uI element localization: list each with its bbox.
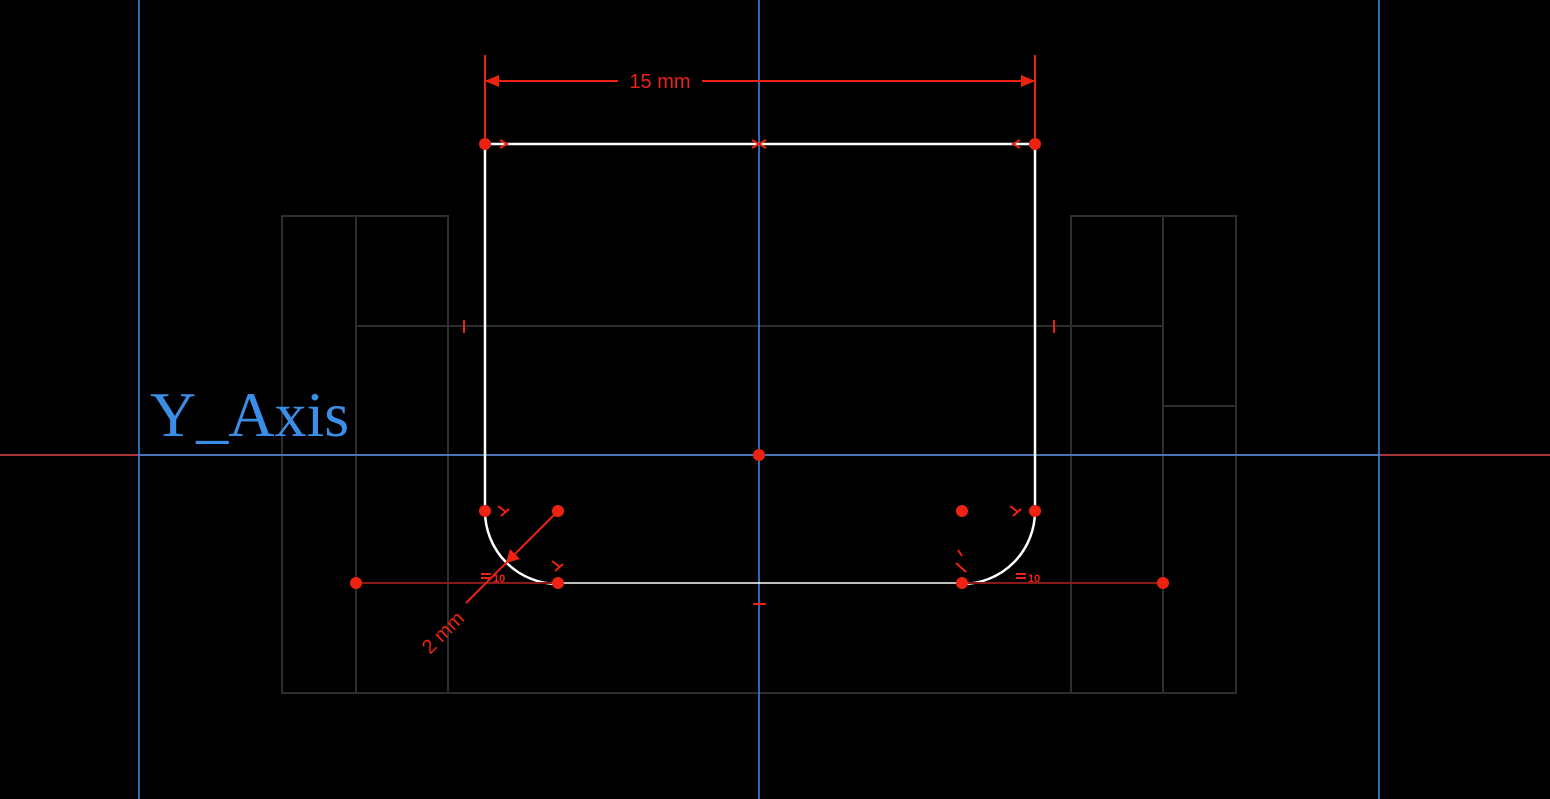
- tangent-constraint-icon: [955, 549, 967, 573]
- vertex-bottom-left[interactable]: [552, 577, 564, 589]
- tangent-constraint-icon: [497, 505, 510, 517]
- construction-point-left[interactable]: [350, 577, 362, 589]
- radius-dimension-label[interactable]: 2 mm: [418, 608, 469, 659]
- arrow-left-icon: [485, 75, 499, 87]
- equal-constraint-icon: [1016, 573, 1026, 579]
- fillet-center-left[interactable]: [552, 505, 564, 517]
- horizontal-constraint-icon: [499, 139, 510, 149]
- construction-point-right[interactable]: [1157, 577, 1169, 589]
- horizontal-constraint-icon: [1010, 139, 1021, 149]
- equal-constraint-label-right: 10: [1028, 573, 1040, 585]
- sketch-profile[interactable]: [483, 142, 1037, 586]
- radius-arrow-icon: [506, 549, 520, 563]
- vertex-bottom-right[interactable]: [956, 577, 968, 589]
- vertex-right-tangent[interactable]: [1029, 505, 1041, 517]
- fillet-center-right[interactable]: [956, 505, 968, 517]
- origin-point[interactable]: [753, 449, 765, 461]
- arrow-right-icon: [1021, 75, 1035, 87]
- width-dimension-label[interactable]: 15 mm: [629, 71, 690, 93]
- radius-dimension[interactable]: [465, 510, 559, 604]
- constraint-glyphs: [463, 139, 1055, 605]
- equal-constraint-label-left: 10: [493, 573, 505, 585]
- equal-constraint-icon: [481, 573, 491, 579]
- tangent-constraint-icon: [1009, 505, 1022, 517]
- width-dimension[interactable]: [484, 55, 1036, 140]
- vertex-top-left[interactable]: [479, 138, 491, 150]
- tangent-constraint-icon: [551, 560, 564, 572]
- vertex-top-right[interactable]: [1029, 138, 1041, 150]
- sketch-points[interactable]: [350, 138, 1169, 589]
- y-axis-label: Y_Axis: [150, 379, 349, 450]
- symmetry-constraint-icon: [751, 139, 767, 149]
- vertex-left-tangent[interactable]: [479, 505, 491, 517]
